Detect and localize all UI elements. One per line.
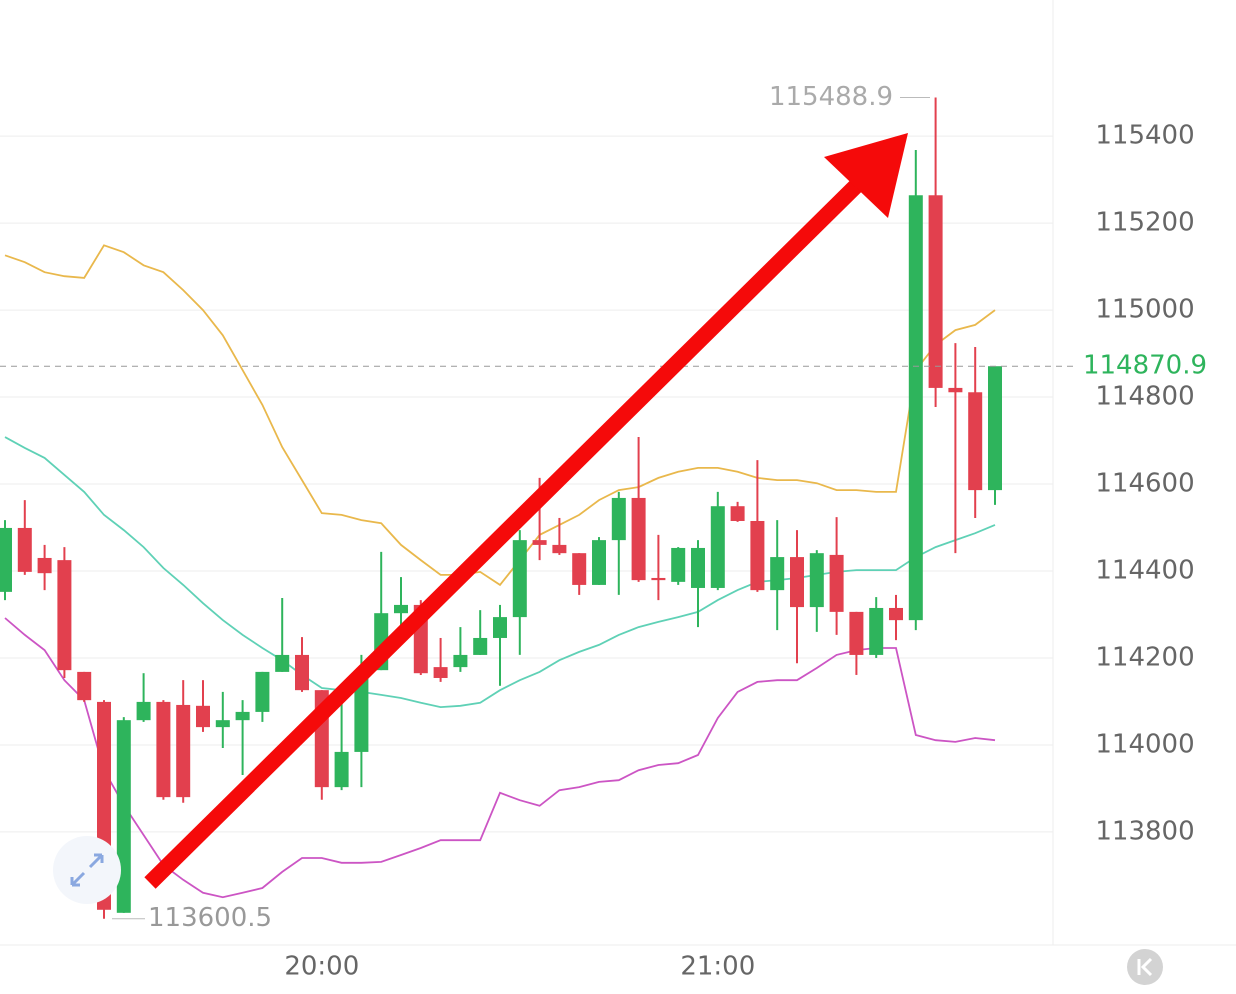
high-label: 115488.9 — [769, 82, 893, 112]
candle-body — [493, 617, 507, 638]
back-button[interactable] — [1127, 949, 1163, 985]
y-tick-label: 114800 — [1095, 382, 1194, 412]
back-icon[interactable] — [1137, 957, 1153, 977]
candle-body — [829, 554, 844, 612]
y-tick-label: 115000 — [1095, 295, 1194, 325]
candle-body — [473, 637, 488, 655]
candle-body — [433, 667, 448, 678]
candle-body — [651, 577, 666, 581]
candle-body — [710, 506, 725, 588]
candle-body — [988, 366, 1002, 491]
candle-body — [453, 654, 468, 668]
candle-body — [37, 557, 52, 574]
candle-body — [968, 392, 983, 491]
candle-body — [770, 557, 785, 591]
candle-body — [0, 527, 12, 592]
arrow-shaft — [144, 174, 868, 889]
candle-body — [215, 720, 230, 728]
candle-body — [750, 520, 765, 591]
candle-body — [908, 195, 923, 621]
candle-body — [354, 670, 369, 752]
candle-body — [928, 195, 943, 388]
candle-body — [631, 497, 646, 581]
last-price-label: 114870.9 — [1083, 351, 1207, 381]
candle-body — [196, 705, 210, 728]
y-tick-label: 114400 — [1095, 556, 1194, 586]
candle-body — [730, 506, 745, 521]
expand-icon[interactable] — [70, 853, 104, 887]
y-tick-label: 115400 — [1095, 121, 1194, 151]
candle-body — [77, 671, 92, 701]
candle-body — [116, 720, 131, 913]
y-tick-label: 115200 — [1095, 208, 1194, 238]
candle-body — [334, 751, 349, 788]
candle-body — [235, 711, 250, 721]
candle-body — [611, 497, 626, 541]
candle-body — [532, 540, 547, 545]
x-tick-label: 20:00 — [284, 952, 359, 982]
low-label: 113600.5 — [148, 903, 272, 933]
candle-body — [57, 560, 72, 671]
y-tick-label: 114000 — [1095, 729, 1194, 759]
candle-body — [176, 704, 191, 798]
candle-body — [592, 540, 606, 585]
x-tick-label: 21:00 — [680, 952, 755, 982]
candle-body — [691, 547, 705, 588]
y-tick-label: 113800 — [1095, 816, 1194, 846]
candle-body — [671, 547, 686, 582]
y-tick-label: 114600 — [1095, 469, 1194, 499]
candle-body — [948, 387, 963, 393]
arrow-head — [824, 133, 908, 218]
candle-body — [790, 557, 804, 608]
candle-body — [295, 654, 309, 691]
candle-body — [136, 701, 151, 721]
candle-body — [394, 604, 408, 614]
candle-body — [275, 654, 290, 672]
candle-body — [156, 701, 171, 798]
candle-body — [809, 553, 824, 608]
last-price-bg — [1075, 349, 1236, 384]
candle-body — [869, 607, 884, 655]
y-tick-label: 114200 — [1095, 642, 1194, 672]
expand-button[interactable] — [53, 836, 121, 904]
candle-body — [552, 544, 567, 554]
band-line — [4, 244, 996, 587]
candle-body — [889, 607, 903, 621]
candle-body — [849, 611, 864, 655]
candle-body — [572, 553, 587, 585]
candle-body — [512, 540, 527, 618]
expand-circle[interactable] — [53, 836, 121, 904]
candle-body — [17, 527, 32, 572]
candle-body — [255, 671, 270, 712]
